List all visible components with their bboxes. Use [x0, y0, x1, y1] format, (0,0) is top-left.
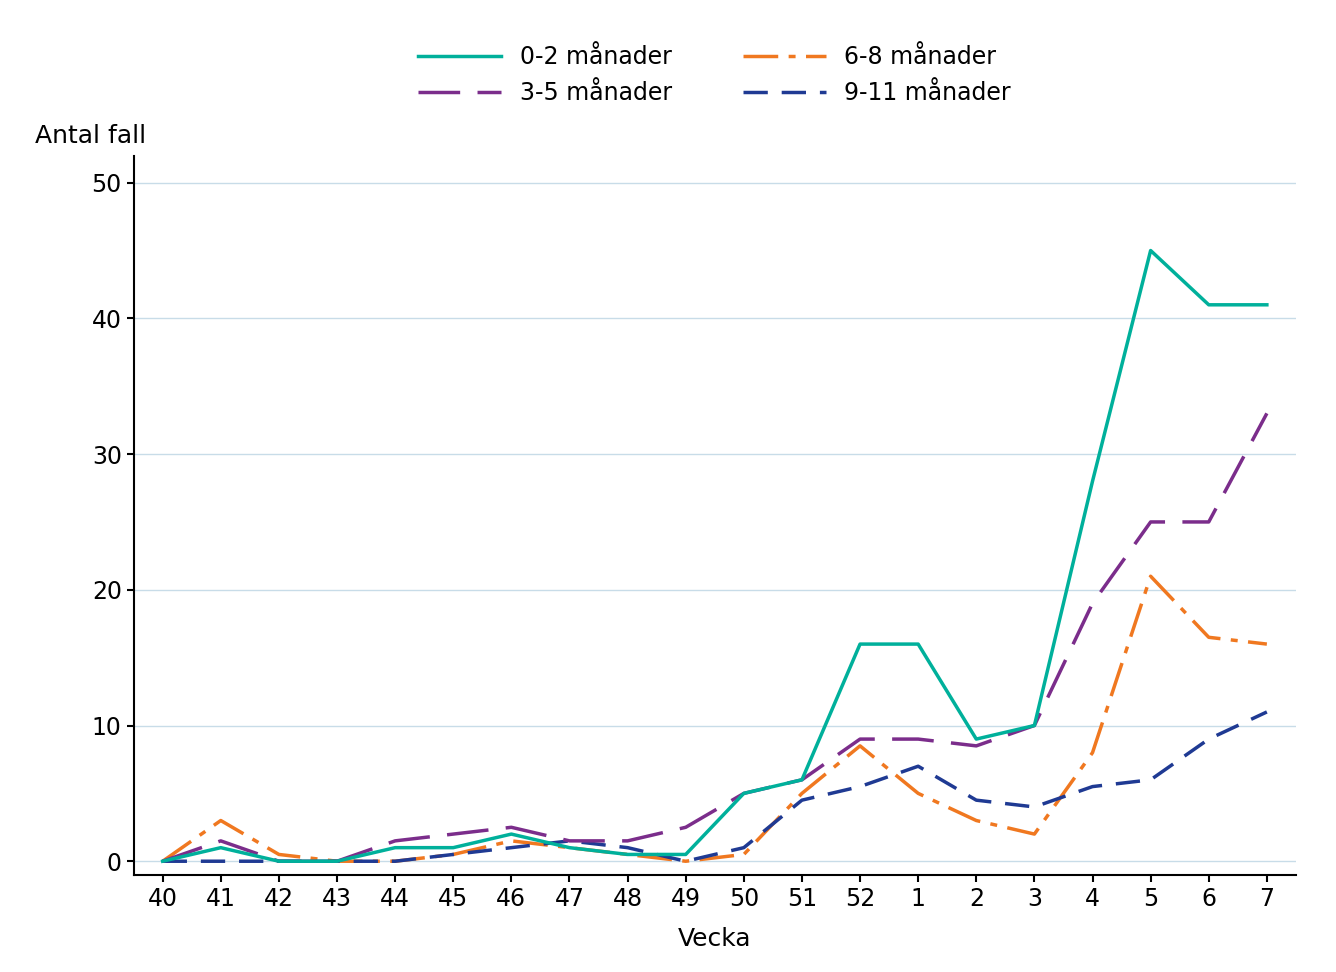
Legend: 0-2 månader, 3-5 månader, 6-8 månader, 9-11 månader: 0-2 månader, 3-5 månader, 6-8 månader, 9…	[418, 45, 1011, 105]
X-axis label: Vecka: Vecka	[677, 927, 752, 952]
Text: Antal fall: Antal fall	[35, 124, 146, 149]
